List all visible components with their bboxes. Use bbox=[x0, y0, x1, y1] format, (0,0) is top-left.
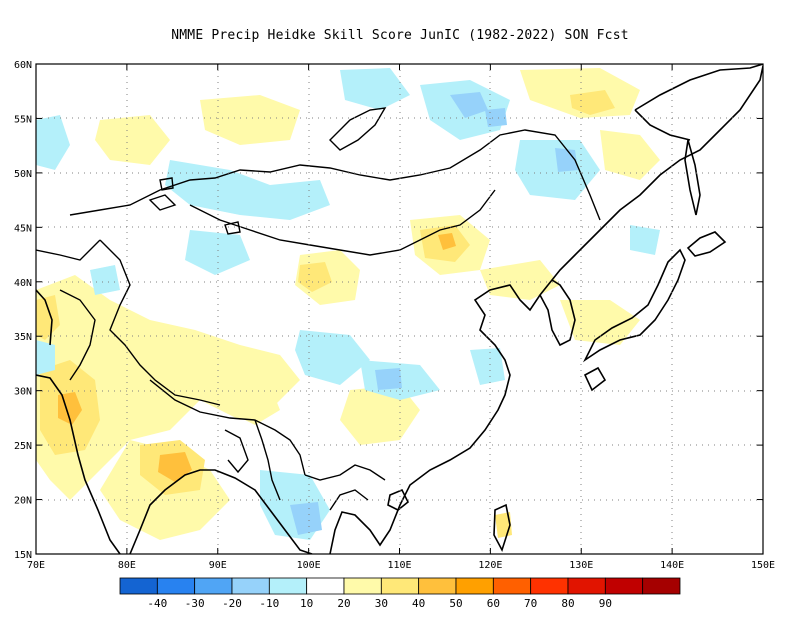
colorbar-swatch bbox=[231, 577, 270, 595]
lat-tick-label: 25N bbox=[14, 441, 32, 452]
lon-tick-label: 140E bbox=[660, 560, 684, 571]
lat-tick-label: 50N bbox=[14, 169, 32, 180]
lat-tick-label: 30N bbox=[14, 387, 32, 398]
lat-tick-label: 40N bbox=[14, 278, 32, 289]
lon-tick-label: 80E bbox=[118, 560, 136, 571]
map-title: NMME Precip Heidke Skill Score JunIC (19… bbox=[171, 28, 629, 43]
lat-tick-label: 35N bbox=[14, 332, 32, 343]
lakes bbox=[148, 107, 387, 235]
colorbar-swatch bbox=[642, 577, 681, 595]
grid-lines bbox=[36, 64, 763, 554]
country-borders bbox=[36, 129, 601, 511]
colorbar-swatch bbox=[268, 577, 308, 595]
lon-tick-label: 150E bbox=[751, 560, 775, 571]
lat-tick-label: 55N bbox=[14, 114, 32, 125]
coastline bbox=[36, 64, 763, 554]
lon-tick-label: 130E bbox=[569, 560, 593, 571]
lon-tick-label: 90E bbox=[209, 560, 227, 571]
lat-tick-label: 20N bbox=[14, 496, 32, 507]
longitude-axis: 70E 80E 90E 100E 110E 120E 130E 140E 150E bbox=[27, 64, 775, 571]
colorbar-swatch bbox=[567, 577, 606, 595]
colorbar-swatch bbox=[119, 577, 158, 595]
colorbar-label: 10 bbox=[300, 597, 313, 610]
colorbar-swatch bbox=[343, 577, 382, 595]
colorbar-label: 50 bbox=[449, 597, 462, 610]
colorbar-label: 30 bbox=[375, 597, 388, 610]
lat-tick-label: 15N bbox=[14, 550, 32, 561]
colorbar-label: 90 bbox=[599, 597, 612, 610]
colorbar-swatch bbox=[530, 577, 569, 595]
colorbar-label: -40 bbox=[147, 597, 167, 610]
colorbar-label: 20 bbox=[337, 597, 350, 610]
colorbar-swatch bbox=[194, 577, 233, 595]
colorbar-swatch bbox=[492, 577, 532, 595]
lat-tick-label: 45N bbox=[14, 223, 32, 234]
lon-tick-label: 110E bbox=[387, 560, 411, 571]
lon-tick-label: 70E bbox=[27, 560, 45, 571]
colorbar: -40 -30 -20 -10 10 20 30 40 50 60 70 80 90 bbox=[119, 577, 681, 610]
lat-tick-label: 60N bbox=[14, 60, 32, 71]
colorbar-label: -30 bbox=[185, 597, 205, 610]
colorbar-label: -10 bbox=[259, 597, 279, 610]
latitude-axis: 15N 20N 25N 30N 35N 40N 45N 50N 55N 60N bbox=[14, 60, 763, 561]
colorbar-swatch bbox=[156, 577, 196, 595]
lon-tick-label: 120E bbox=[478, 560, 502, 571]
colorbar-label: 40 bbox=[412, 597, 425, 610]
colorbar-swatch bbox=[380, 577, 420, 595]
colorbar-label: -20 bbox=[222, 597, 242, 610]
colorbar-label: 80 bbox=[561, 597, 574, 610]
colorbar-swatch bbox=[306, 577, 345, 595]
colorbar-swatch bbox=[604, 577, 644, 595]
colorbar-label: 60 bbox=[487, 597, 500, 610]
colorbar-label: 70 bbox=[524, 597, 537, 610]
lon-tick-label: 100E bbox=[297, 560, 321, 571]
colorbar-swatch bbox=[418, 577, 457, 595]
colorbar-swatch bbox=[455, 577, 494, 595]
